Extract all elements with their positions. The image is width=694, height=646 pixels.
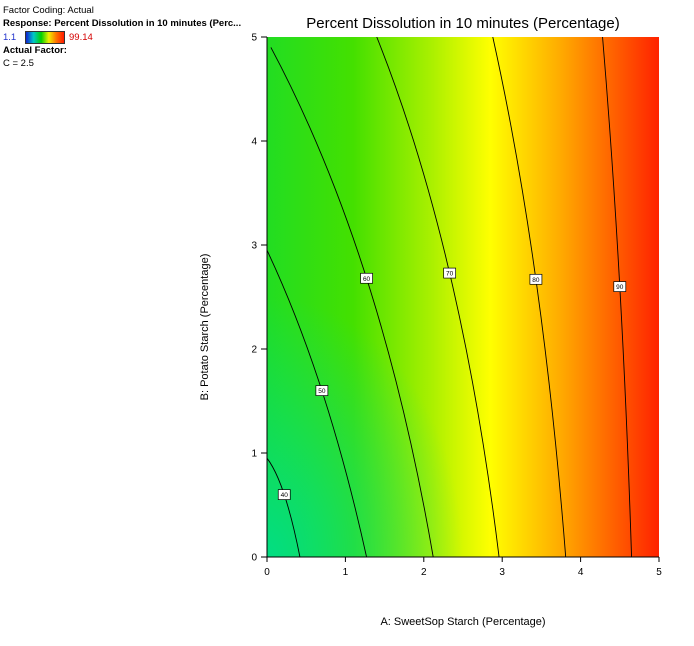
y-tick-label: 1 [251,449,257,460]
color-gradient-bar [25,30,65,44]
contour-label-box-50 [315,385,329,396]
contour-label-box-70 [443,267,457,279]
legend: Factor Coding: Actual Response: Percent … [3,4,241,70]
contour-lines: 40 50 60 70 80 90 [267,37,633,557]
x-tick-label: 1 [343,567,349,578]
x-tick-label: 0 [264,567,270,578]
x-axis-label: A: SweetSop Starch (Percentage) [380,616,545,628]
color-scale-low: 1.1 [3,31,17,43]
contour-label-box-60 [360,272,373,284]
contour-label-90: 90 [616,284,624,291]
y-tick-label: 4 [251,137,257,148]
x-tick-label: 3 [499,567,505,578]
contour-label-box-80 [529,273,543,285]
contour-label-box-40 [277,489,291,500]
contour-label-box-90 [613,281,627,292]
y-tick-label: 5 [251,33,257,44]
chart-title: Percent Dissolution in 10 minutes (Perce… [306,15,620,32]
contour-label-60: 60 [363,276,371,283]
y-tick-label: 2 [251,345,257,356]
plot-area-corner-shade [267,37,659,557]
y-tick-label: 3 [251,241,257,252]
factor-coding-text: Factor Coding: Actual [3,5,94,16]
contour-label-80: 80 [532,277,540,284]
y-tick-label: 0 [251,553,257,564]
contour-label-50: 50 [318,388,326,395]
contour-label-70: 70 [446,271,454,278]
contour-label-40: 40 [281,492,289,499]
x-tick-label: 4 [578,567,584,578]
color-scale: 1.1 99.14 [3,30,241,44]
x-tick-label: 2 [421,567,427,578]
actual-factor-value: C = 2.5 [3,58,34,69]
x-tick-label: 5 [656,567,662,578]
actual-factor-title: Actual Factor: [3,45,67,56]
response-title: Response: Percent Dissolution in 10 minu… [3,18,242,29]
y-axis-label: B: Potato Starch (Percentage) [199,254,211,401]
color-scale-high: 99.14 [69,31,93,43]
